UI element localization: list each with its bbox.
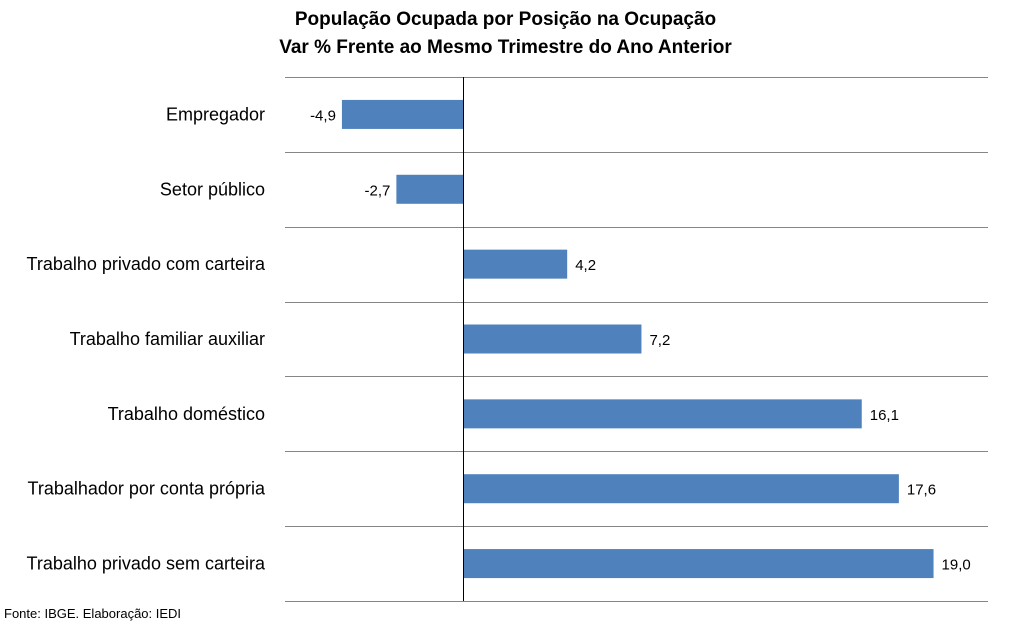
bar [396, 174, 464, 204]
category-label: Empregador [166, 104, 265, 124]
data-label: 19,0 [942, 557, 971, 574]
category-label: Trabalho doméstico [108, 404, 265, 424]
data-label: 4,2 [575, 257, 596, 274]
category-label: Trabalho privado com carteira [27, 254, 266, 274]
data-label: -4,9 [310, 107, 336, 124]
source-note: Fonte: IBGE. Elaboração: IEDI [4, 606, 182, 621]
category-label: Trabalho familiar auxiliar [70, 329, 265, 349]
chart-title-line: População Ocupada por Posição na Ocupaçã… [294, 9, 717, 30]
data-label: 17,6 [907, 482, 936, 499]
bar [463, 474, 899, 504]
chart-title: População Ocupada por Posição na Ocupaçã… [0, 6, 1011, 62]
bar [463, 399, 862, 429]
data-label: 7,2 [649, 332, 670, 349]
bar [341, 99, 464, 129]
bar [463, 549, 934, 579]
data-label: 16,1 [870, 407, 899, 424]
chart-subtitle-line: Var % Frente ao Mesmo Trimestre do Ano A… [279, 37, 732, 58]
bar [463, 324, 642, 354]
data-label: -2,7 [365, 182, 391, 199]
category-label: Trabalho privado sem carteira [27, 554, 266, 574]
bar [463, 249, 568, 279]
category-label: Setor público [160, 179, 265, 199]
category-label: Trabalhador por conta própria [28, 479, 266, 499]
